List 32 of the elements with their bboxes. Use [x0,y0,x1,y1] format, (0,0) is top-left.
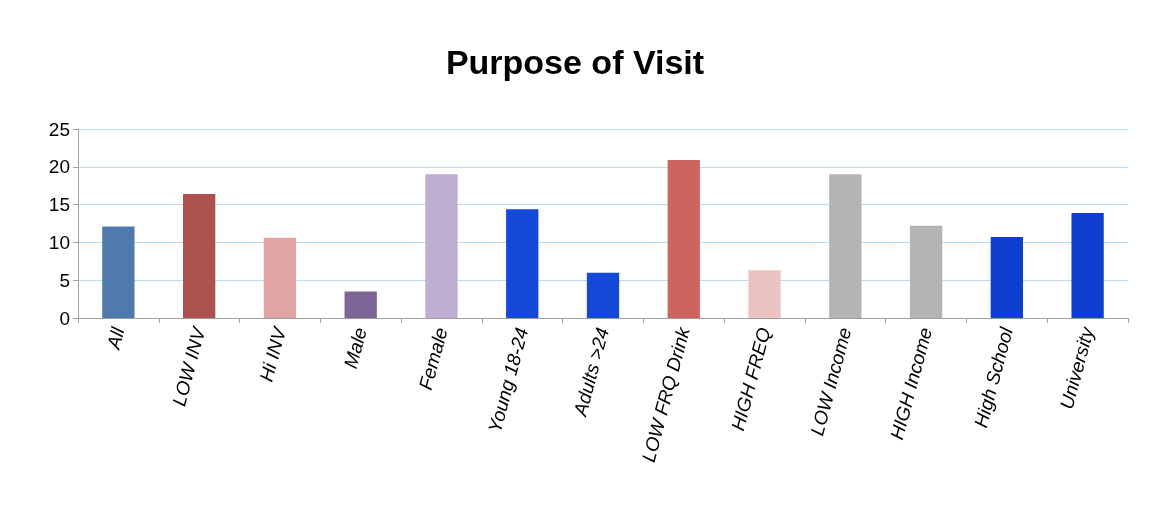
x-tick-label: LOW FRQ Drink [637,323,695,465]
x-tick-label: Adults >24 [569,325,614,419]
bar [102,226,135,318]
x-tick-label: Hi INV [255,323,291,384]
y-tick-label: 25 [48,118,70,140]
bar [586,272,620,318]
bar [829,174,862,318]
x-tick-label: LOW Income [806,325,856,438]
bar [748,270,781,318]
y-tick-label: 0 [59,307,70,329]
y-tick-label: 10 [48,231,70,253]
x-tick-label: High School [970,324,1018,430]
bar [990,237,1023,318]
bar [909,225,943,318]
bar [344,291,377,318]
y-tick-label: 20 [48,156,70,178]
x-tick-label: LOW INV [168,323,210,409]
x-tick-label: Female [414,325,452,392]
x-tick-label: HIGH Income [886,325,937,442]
bar [263,237,297,318]
bar [1071,212,1104,318]
bar [425,174,458,318]
bar [667,160,700,318]
bar [506,209,539,318]
x-tick-label: HIGH FREQ [727,325,775,433]
y-tick-label: 15 [48,194,70,216]
bar [183,194,216,318]
y-tick-label: 5 [59,269,70,291]
x-tick-label: All [102,324,129,353]
x-tick-label: Young 18-24 [484,325,533,435]
x-tick-label: Male [339,325,371,371]
chart-title: Purpose of Visit [445,43,705,81]
